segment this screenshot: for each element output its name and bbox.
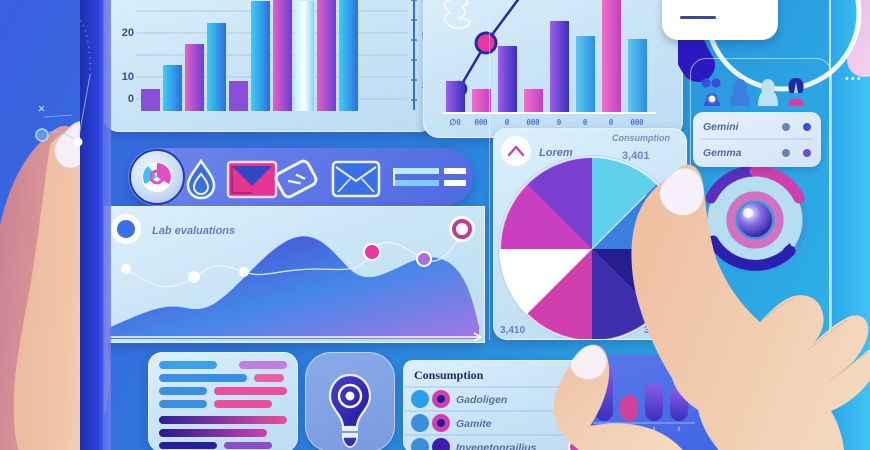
svg-text:Consumption: Consumption [414,368,484,382]
svg-text:θθθ: θθθ [475,118,488,127]
svg-text:Gamite: Gamite [456,418,492,430]
svg-text:θ: θ [505,118,509,127]
svg-text:20: 20 [122,27,134,39]
svg-text:θθθ: θθθ [631,118,644,127]
svg-text:θ: θ [557,118,561,127]
svg-text:θθθ: θθθ [527,118,540,127]
svg-text:θ: θ [609,118,613,127]
svg-text:θ: θ [583,118,587,127]
svg-text:Invegetonrailius: Invegetonrailius [456,442,537,450]
svg-text:3,410: 3,410 [500,325,525,336]
svg-text:10: 10 [122,71,134,83]
svg-text:∅θ: ∅θ [449,118,460,127]
svg-text:Gadoligen: Gadoligen [456,394,507,406]
